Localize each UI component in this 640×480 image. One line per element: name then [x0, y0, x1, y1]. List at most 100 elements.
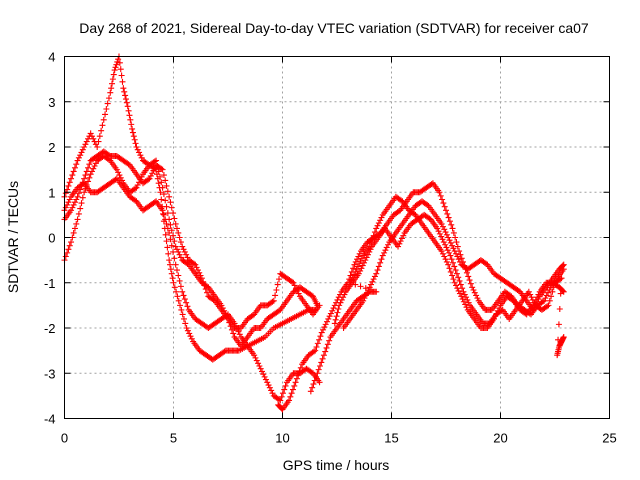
- data-point: [134, 182, 141, 189]
- data-point: [95, 138, 102, 145]
- data-point: [109, 80, 116, 87]
- data-point: [162, 231, 169, 238]
- data-point: [434, 225, 441, 232]
- data-point: [170, 279, 177, 286]
- data-point: [260, 371, 267, 378]
- data-point: [75, 154, 82, 161]
- data-point: [361, 295, 368, 302]
- data-point: [155, 168, 162, 175]
- data-point: [335, 305, 342, 312]
- data-point: [85, 164, 92, 171]
- data-point: [444, 247, 451, 254]
- data-point: [171, 238, 178, 245]
- data-point: [443, 231, 450, 238]
- data-point: [86, 174, 93, 181]
- data-point: [371, 273, 378, 280]
- data-point: [447, 252, 454, 259]
- data-point: [373, 288, 380, 295]
- data-point: [170, 248, 177, 255]
- data-point: [68, 207, 75, 214]
- data-point: [373, 225, 380, 232]
- data-point: [125, 107, 132, 114]
- data-point: [458, 255, 465, 262]
- data-point: [112, 176, 119, 183]
- data-point: [327, 310, 334, 317]
- data-point: [355, 253, 362, 260]
- data-point: [108, 85, 115, 92]
- data-point: [338, 296, 345, 303]
- data-point: [457, 281, 464, 288]
- series-track-c: [61, 175, 323, 404]
- data-point: [436, 189, 443, 196]
- data-point: [167, 261, 174, 268]
- data-point: [204, 283, 211, 290]
- data-point: [360, 297, 367, 304]
- x-tick-label: 5: [170, 431, 177, 446]
- data-point: [149, 170, 156, 177]
- data-point: [451, 248, 458, 255]
- data-point: [130, 133, 137, 140]
- data-point: [438, 220, 445, 227]
- data-point: [91, 163, 98, 170]
- data-point: [312, 347, 319, 354]
- data-point: [158, 165, 165, 172]
- data-point: [266, 384, 273, 391]
- data-point: [282, 382, 289, 389]
- data-point: [445, 214, 452, 221]
- data-point: [532, 301, 539, 308]
- data-point: [440, 239, 447, 246]
- data-point: [354, 263, 361, 270]
- data-point: [173, 225, 180, 232]
- data-point: [147, 172, 154, 179]
- data-point: [340, 294, 347, 301]
- series-track-h: [340, 198, 567, 331]
- data-point: [466, 277, 473, 284]
- data-point: [443, 258, 450, 265]
- data-point: [455, 287, 462, 294]
- data-point: [462, 301, 469, 308]
- data-point: [162, 197, 169, 204]
- data-point: [223, 313, 230, 320]
- data-point: [460, 298, 467, 305]
- data-point: [177, 283, 184, 290]
- data-point: [428, 181, 435, 188]
- data-point: [351, 261, 358, 268]
- data-point: [85, 135, 92, 142]
- data-point: [70, 168, 77, 175]
- data-point: [358, 255, 365, 262]
- data-point: [323, 344, 330, 351]
- data-point: [232, 323, 239, 330]
- data-point: [190, 260, 197, 267]
- data-point: [438, 248, 445, 255]
- data-point: [113, 166, 120, 173]
- data-point: [446, 218, 453, 225]
- data-point: [68, 175, 75, 182]
- data-point: [136, 149, 143, 156]
- data-point: [357, 283, 364, 290]
- data-point: [73, 161, 80, 168]
- data-point: [261, 373, 268, 380]
- data-point: [126, 112, 133, 119]
- data-point: [375, 263, 382, 270]
- data-point: [369, 278, 376, 285]
- data-point: [219, 305, 226, 312]
- data-point: [457, 251, 464, 258]
- data-point: [129, 125, 136, 132]
- data-point: [359, 262, 366, 269]
- data-point: [274, 281, 281, 288]
- data-point: [252, 354, 259, 361]
- data-point: [455, 256, 462, 263]
- data-point: [382, 247, 389, 254]
- data-point: [196, 269, 203, 276]
- data-point: [546, 286, 553, 293]
- data-point: [426, 215, 433, 222]
- data-point: [66, 179, 73, 186]
- data-point: [447, 268, 454, 275]
- data-point: [176, 234, 183, 241]
- series-track-g: [331, 211, 567, 359]
- data-point: [315, 366, 322, 373]
- data-point: [352, 268, 359, 275]
- data-point: [411, 210, 418, 217]
- x-tick-label: 25: [602, 431, 616, 446]
- data-point: [225, 315, 231, 322]
